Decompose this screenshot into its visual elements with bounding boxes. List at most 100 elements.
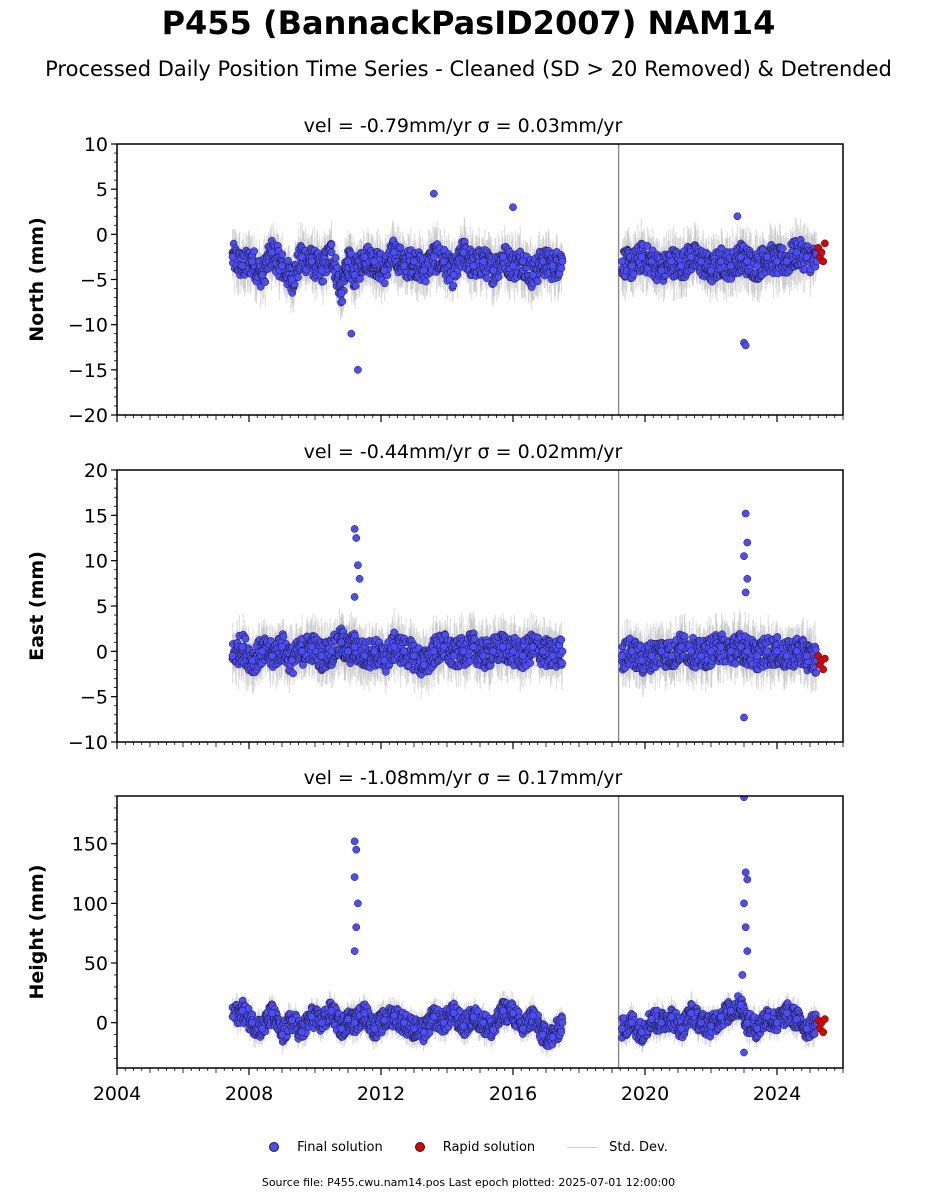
final-point	[421, 277, 430, 286]
final-point	[344, 257, 352, 266]
final-point	[333, 263, 342, 272]
final-point	[778, 244, 787, 253]
final-point	[238, 262, 247, 270]
final-point	[380, 266, 389, 275]
final-point	[338, 297, 347, 306]
final-point	[557, 264, 566, 273]
final-point-outlier	[741, 341, 750, 350]
final-point	[802, 253, 811, 261]
final-point	[449, 281, 458, 290]
final-point	[241, 634, 250, 643]
final-point	[753, 262, 762, 270]
final-point	[381, 667, 390, 676]
final-point	[356, 275, 364, 283]
final-point	[538, 257, 547, 266]
final-point	[248, 257, 257, 266]
final-point	[228, 253, 237, 261]
final-point	[390, 628, 399, 637]
final-point	[548, 262, 557, 270]
final-point	[707, 266, 715, 275]
final-point	[783, 257, 791, 266]
final-point	[288, 275, 296, 284]
final-point	[380, 279, 389, 288]
final-point	[618, 257, 626, 266]
final-point	[629, 270, 638, 279]
final-point	[533, 277, 542, 286]
final-point	[268, 248, 276, 257]
final-point	[657, 266, 666, 275]
final-point	[687, 253, 696, 261]
final-point	[743, 257, 752, 266]
final-point	[667, 257, 676, 266]
rapid-point	[819, 257, 828, 266]
panel-title: vel = -0.79mm/yr σ = 0.03mm/yr	[304, 115, 623, 137]
final-point	[289, 669, 297, 678]
plot-area	[228, 470, 829, 742]
panel-north: 10 5 0 −5 −10 −15 −20 North (mm) vel = -0.79mm/y…	[26, 115, 844, 427]
final-point	[489, 266, 498, 275]
final-point	[726, 262, 735, 270]
final-point	[331, 254, 340, 262]
final-point	[558, 257, 567, 266]
final-point	[390, 248, 399, 257]
final-point-outlier	[429, 189, 438, 198]
final-point	[459, 248, 468, 257]
plot-area	[228, 144, 829, 415]
final-point	[351, 281, 360, 290]
final-point	[337, 289, 346, 297]
rapid-point	[821, 239, 829, 248]
final-point	[499, 253, 507, 261]
final-point	[400, 262, 408, 270]
final-point-outlier	[733, 212, 742, 221]
final-point	[647, 257, 656, 266]
final-point	[736, 253, 745, 261]
final-point-outlier	[509, 203, 517, 212]
final-point	[370, 257, 379, 266]
final-point-outlier	[354, 365, 362, 374]
final-point	[279, 632, 288, 641]
final-point	[509, 262, 517, 270]
final-point	[410, 257, 418, 266]
final-point	[319, 277, 327, 286]
final-point	[327, 240, 336, 249]
final-point	[261, 278, 270, 286]
final-point	[439, 257, 448, 266]
final-point	[278, 262, 286, 270]
y-tick-label: −20	[68, 405, 108, 427]
final-point	[643, 242, 652, 250]
final-point	[519, 257, 527, 266]
final-point	[528, 271, 537, 279]
y-tick-label: −5	[80, 270, 108, 292]
final-point	[250, 247, 259, 256]
final-point	[396, 243, 405, 252]
y-tick-label: 10	[84, 134, 108, 156]
y-tick-label: −10	[68, 315, 108, 337]
final-point	[429, 253, 438, 261]
final-point	[717, 257, 725, 266]
y-tick-label: −15	[68, 360, 108, 382]
y-tick-label: 5	[96, 179, 108, 201]
y-tick-label: 0	[96, 224, 108, 246]
final-point	[792, 248, 801, 257]
final-point	[469, 262, 478, 270]
final-point	[307, 257, 316, 266]
final-point	[297, 253, 306, 261]
final-point	[677, 262, 686, 270]
y-axis-label: North (mm)	[26, 217, 48, 342]
final-point	[317, 266, 326, 275]
final-point	[697, 257, 705, 266]
final-point	[637, 253, 646, 261]
final-point	[278, 250, 287, 259]
final-point	[627, 262, 636, 270]
final-point	[350, 271, 359, 279]
final-point	[327, 248, 336, 257]
final-point	[258, 271, 267, 279]
chart-subtitle: Processed Daily Position Time Series - C…	[45, 57, 892, 81]
final-point	[763, 253, 771, 261]
final-point	[482, 274, 491, 283]
final-point	[773, 257, 781, 266]
final-point	[479, 257, 488, 266]
rapid-point	[817, 248, 826, 257]
